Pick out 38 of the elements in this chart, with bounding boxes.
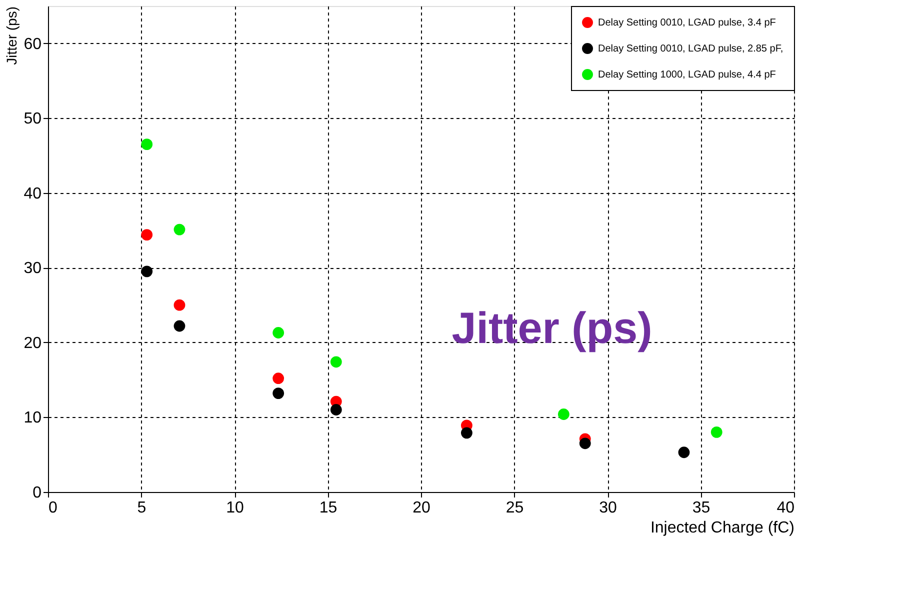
y-axis-title: Jitter (ps) bbox=[4, 6, 20, 65]
legend-label: Delay Setting 1000, LGAD pulse, 4.4 pF bbox=[598, 70, 776, 80]
legend-label: Delay Setting 0010, LGAD pulse, 3.4 pF bbox=[598, 18, 776, 28]
x-tick-label: 25 bbox=[506, 500, 524, 516]
annotation: Jitter (ps) bbox=[452, 304, 652, 353]
x-tick-label: 0 bbox=[48, 500, 58, 516]
y-tick-label: 60 bbox=[24, 36, 42, 53]
point bbox=[330, 356, 342, 368]
x-tick-label: 40 bbox=[776, 500, 795, 516]
x-tick-label: 5 bbox=[137, 500, 146, 516]
point bbox=[141, 229, 153, 240]
x-tick-label: 20 bbox=[412, 500, 430, 516]
point bbox=[579, 438, 591, 450]
point bbox=[272, 372, 284, 384]
y-tick-label: 0 bbox=[32, 484, 42, 502]
y-tick-label: 50 bbox=[24, 110, 42, 128]
y-tick-label: 20 bbox=[24, 334, 42, 352]
point bbox=[174, 224, 186, 236]
x-tick-label: 15 bbox=[319, 500, 338, 516]
point bbox=[558, 408, 570, 420]
x-axis-title: Injected Charge (fC) bbox=[650, 520, 794, 536]
point bbox=[460, 427, 472, 439]
x-tick-label: 30 bbox=[599, 500, 617, 516]
point bbox=[678, 446, 690, 458]
x-tick-label: 35 bbox=[692, 500, 710, 516]
point bbox=[141, 138, 153, 150]
point bbox=[141, 266, 153, 278]
legend-label: Delay Setting 0010, LGAD pulse, 2.85 pF, bbox=[598, 44, 784, 54]
point bbox=[174, 320, 186, 332]
point bbox=[174, 299, 186, 311]
y-tick-label: 30 bbox=[24, 260, 42, 278]
point bbox=[330, 404, 342, 416]
y-tick-label: 40 bbox=[24, 185, 42, 202]
point bbox=[272, 327, 284, 338]
x-tick-label: 10 bbox=[226, 500, 244, 516]
point bbox=[272, 388, 284, 399]
point bbox=[710, 426, 722, 438]
y-tick-label: 10 bbox=[24, 410, 42, 427]
